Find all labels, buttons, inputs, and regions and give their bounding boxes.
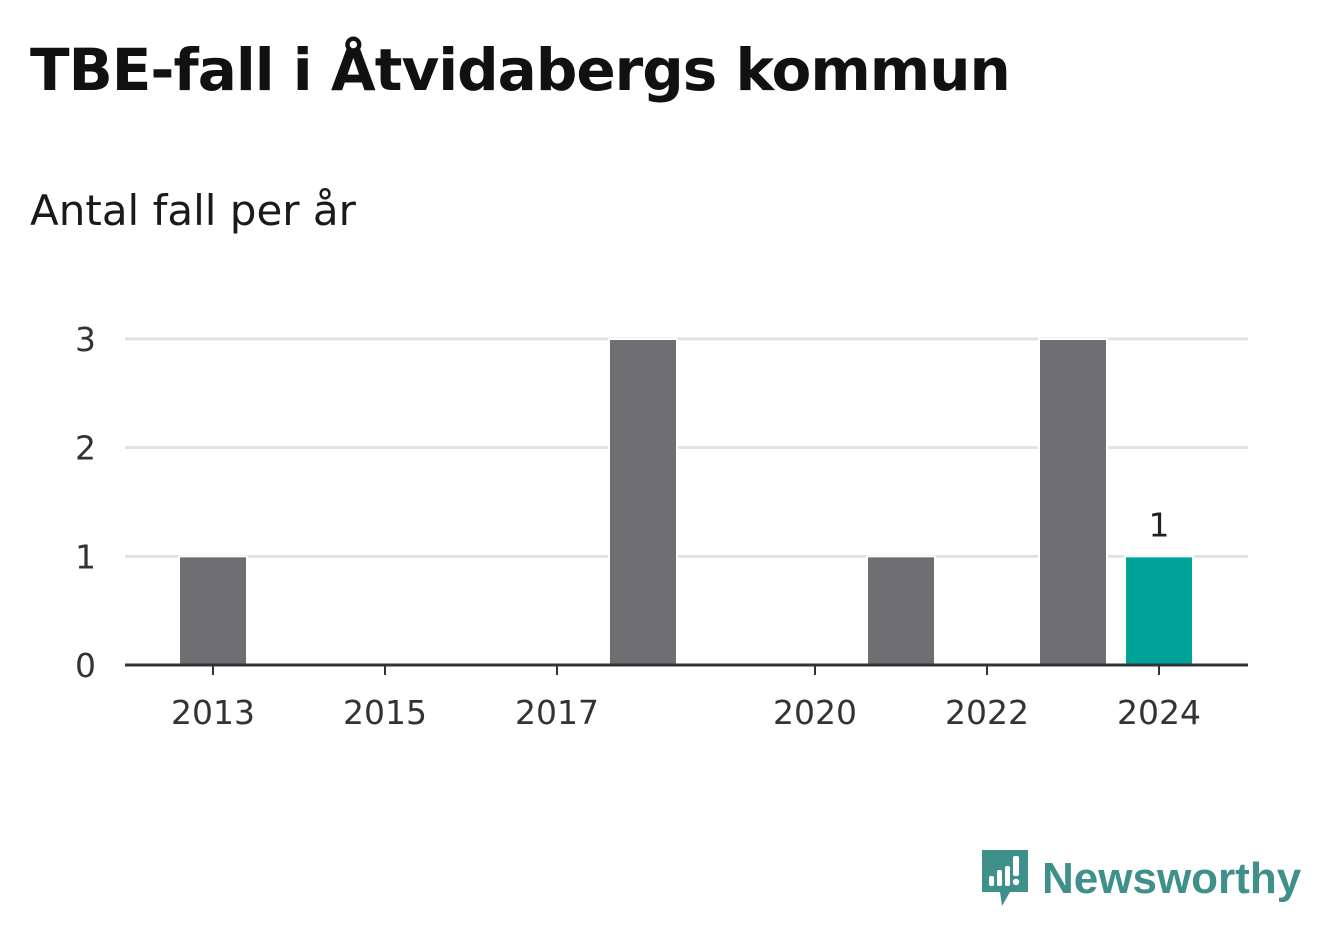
y-tick-label: 2 xyxy=(75,429,96,468)
bar-2023 xyxy=(1038,338,1108,666)
x-tick-label: 2022 xyxy=(945,693,1029,732)
bar-2024 xyxy=(1124,555,1194,666)
x-tick-label: 2020 xyxy=(773,693,857,732)
brand-name: Newsworthy xyxy=(1042,854,1302,903)
y-tick-label: 0 xyxy=(75,646,96,685)
x-tick-label: 2013 xyxy=(171,693,255,732)
newsworthy-logo-icon xyxy=(982,850,1028,906)
x-tick-label: 2017 xyxy=(515,693,599,732)
y-tick-label: 1 xyxy=(75,537,96,576)
bar-2018 xyxy=(608,338,678,666)
x-tick-label: 2015 xyxy=(343,693,427,732)
chart-subtitle: Antal fall per år xyxy=(30,186,356,235)
data-label-2024: 1 xyxy=(1149,505,1170,544)
bar-2013 xyxy=(178,555,248,666)
chart-title: TBE-fall i Åtvidabergs kommun xyxy=(30,36,1011,104)
x-tick-label: 2024 xyxy=(1117,693,1201,732)
brand-logo: Newsworthy xyxy=(980,848,1301,910)
y-tick-label: 3 xyxy=(75,320,96,359)
bar-2021 xyxy=(866,555,936,666)
